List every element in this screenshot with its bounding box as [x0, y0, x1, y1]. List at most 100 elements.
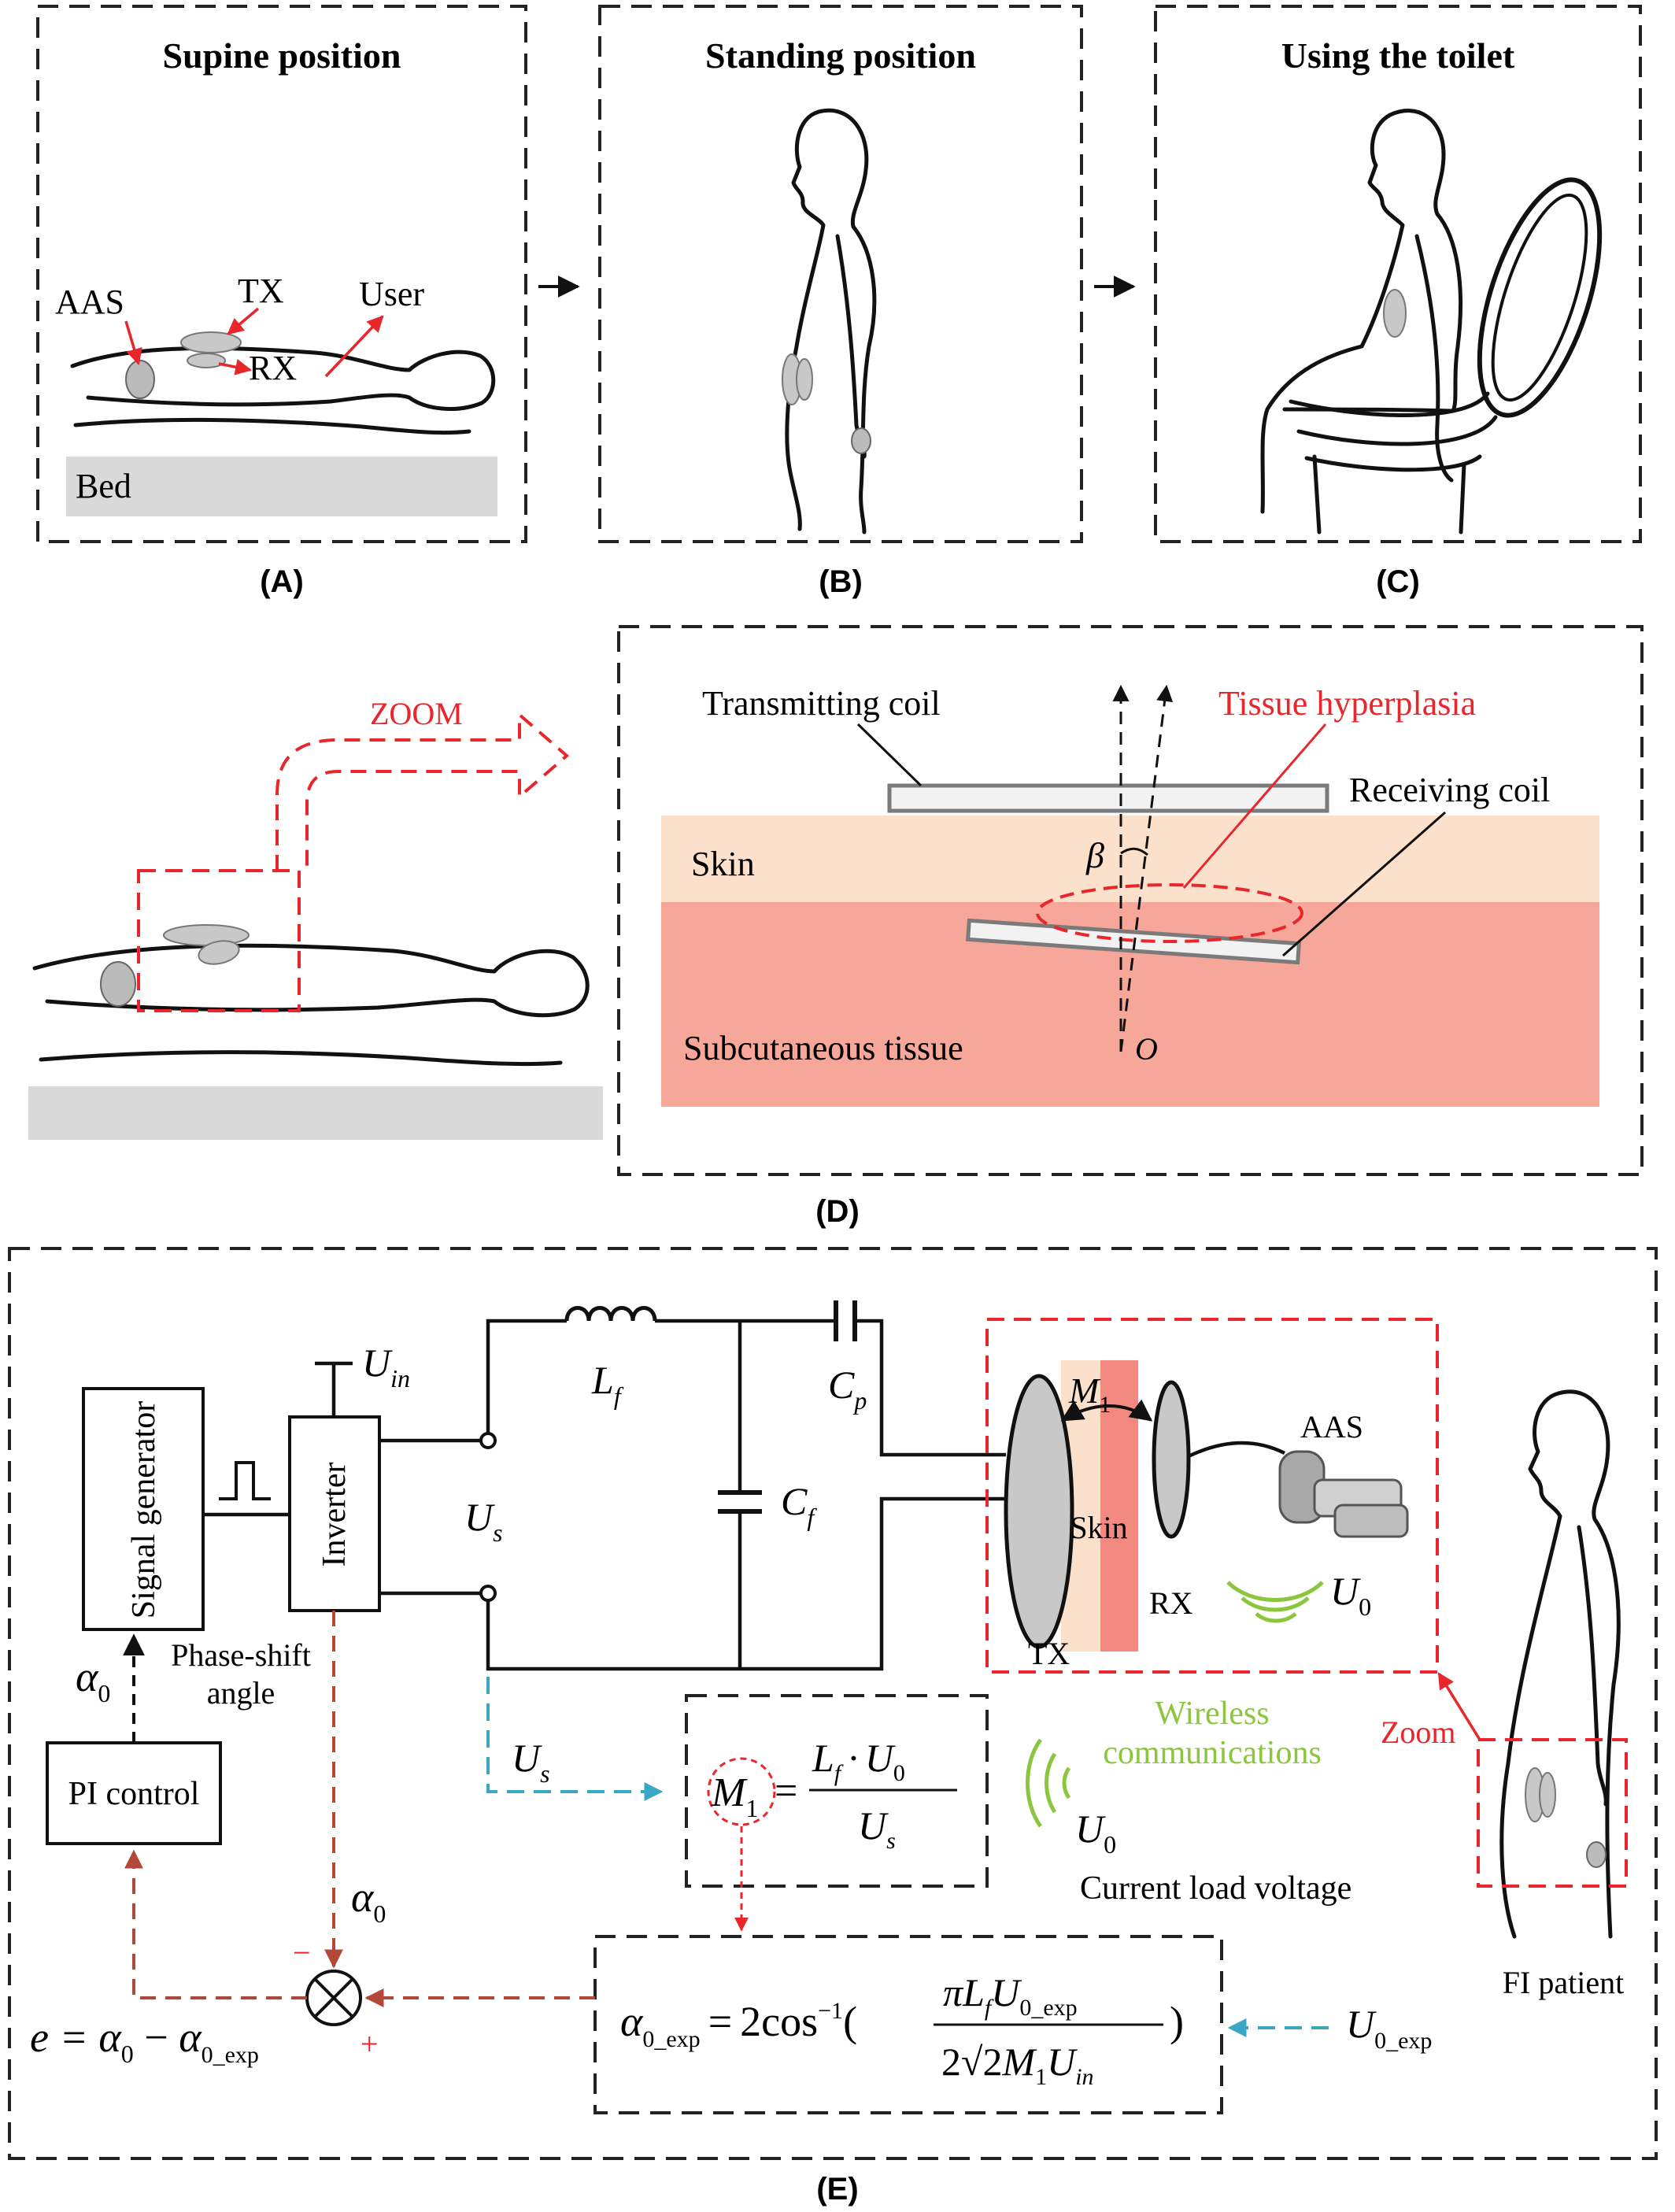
- mutual-inductance-arc: [1060, 1399, 1153, 1422]
- err-a0: α: [98, 2014, 122, 2061]
- m1-lhs-sub: 1: [745, 1794, 758, 1822]
- label-transmitting-coil: Transmitting coil: [702, 684, 941, 723]
- label-cf: Cf: [781, 1479, 817, 1531]
- panel-e: Signal generator Inverter Uin Us Lf Cf C…: [8, 1247, 1658, 2160]
- caption-c: (C): [1376, 564, 1420, 599]
- a0s-sub: 0: [373, 1899, 386, 1928]
- label-us-feedback: Us: [512, 1736, 550, 1788]
- bed-a: [66, 457, 497, 516]
- wireless-waves-rx-icon: [1026, 1738, 1071, 1828]
- af-paren-open: (: [843, 1998, 857, 2045]
- label-m1-coupling: M1: [1068, 1370, 1111, 1418]
- label-error-eq: e = α0 − α0_exp: [30, 2014, 259, 2068]
- err-a0exp: α: [179, 2014, 202, 2061]
- m1-num-lsub: f: [834, 1760, 844, 1786]
- cp-sub: p: [852, 1386, 867, 1415]
- leader-transmitting-coil: [856, 723, 923, 787]
- standing-arm: [835, 234, 867, 459]
- supine-body-d-bottom: [39, 1050, 563, 1067]
- u0exp-sub: 0_exp: [1374, 2028, 1432, 2054]
- toilet-lid: [1477, 177, 1603, 418]
- label-cp: Cp: [828, 1363, 867, 1415]
- us-main: U: [464, 1495, 495, 1539]
- m1-main: M: [1068, 1370, 1101, 1411]
- af-alpha-sub: 0_exp: [642, 2026, 700, 2052]
- label-minus-sign: −: [293, 1935, 311, 1970]
- lf-sub: f: [614, 1382, 624, 1410]
- patient-zoom-box: [1477, 1738, 1628, 1888]
- supine-body-top: [70, 346, 496, 411]
- label-u0-aas: U0: [1330, 1569, 1371, 1621]
- label-phase-shift: Phase-shift: [171, 1637, 311, 1673]
- u0-current-sub: 0: [1104, 1830, 1116, 1859]
- m1-formula-box: [685, 1694, 989, 1888]
- label-lf: Lf: [591, 1358, 624, 1410]
- caption-e: (E): [816, 2172, 858, 2206]
- label-zoom-d: ZOOM: [370, 696, 463, 731]
- cf-main: C: [781, 1479, 808, 1523]
- af-2cos: 2cos: [740, 1998, 818, 2045]
- m1-sub: 1: [1099, 1392, 1111, 1418]
- label-skin-d: Skin: [691, 845, 755, 883]
- m1-formula-eq: =: [775, 1769, 797, 1814]
- label-pi-control: PI control: [68, 1776, 200, 1812]
- label-aas-a: AAS: [55, 283, 124, 321]
- label-fi-patient: FI patient: [1503, 1965, 1624, 2000]
- panel-b-title: Standing position: [705, 35, 976, 76]
- block-signal-generator: [82, 1387, 205, 1631]
- wire-rx-aas: [1188, 1441, 1286, 1459]
- panel-a-frame: [36, 5, 527, 543]
- cp-main: C: [828, 1363, 855, 1407]
- alpha-formula-box: [593, 1935, 1223, 2114]
- m1-num-usub: 0: [893, 1760, 905, 1786]
- standing-body-front: [785, 109, 826, 531]
- arrow-aas: [124, 320, 142, 366]
- aas-device-e: [1278, 1450, 1409, 1538]
- panel-b: Standing position: [598, 5, 1083, 543]
- m1-den-sub: s: [886, 1828, 896, 1854]
- af-inv: −1: [818, 1998, 843, 2024]
- wireless-waves-icon: [1226, 1581, 1324, 1623]
- panel-d-frame: [617, 625, 1644, 1176]
- supine-body-d-top: [32, 943, 590, 1018]
- patient-arm: [1577, 1525, 1608, 1807]
- panel-c-frame: [1154, 5, 1642, 543]
- zoom-arrow-d: [275, 711, 570, 871]
- label-tx-e: TX: [1028, 1636, 1070, 1671]
- panel-b-frame: [598, 5, 1083, 543]
- afd-msub: 1: [1035, 2064, 1047, 2090]
- afn-u: U: [991, 1970, 1022, 2014]
- arrow-user: [324, 315, 384, 378]
- label-signal-generator: Signal generator: [126, 1401, 162, 1618]
- m1-num-u: U: [865, 1736, 896, 1780]
- arrow-rx: [218, 358, 253, 375]
- label-bed: Bed: [76, 467, 131, 505]
- seated-arm: [1414, 234, 1454, 483]
- label-inverter: Inverter: [316, 1463, 353, 1567]
- afn-pi: π: [943, 1970, 964, 2014]
- terminal-top: [479, 1432, 497, 1449]
- aas-device-d: [100, 961, 136, 1007]
- a0s-main: α: [351, 1874, 375, 1921]
- rx-coil-e: [1152, 1380, 1191, 1539]
- rx-coil-b: [796, 358, 813, 401]
- afd-m: M: [1001, 2040, 1037, 2084]
- aas-device-b: [851, 427, 871, 454]
- caption-a: (A): [260, 564, 304, 599]
- afn-l: L: [962, 1970, 985, 2014]
- label-plus-sign: +: [361, 2026, 379, 2062]
- beta-angle-arc: [1120, 847, 1148, 856]
- a0g-sub: 0: [98, 1679, 110, 1707]
- m1-formula-denominator: Us: [858, 1803, 896, 1854]
- afn-usub: 0_exp: [1019, 1995, 1077, 2021]
- err-a0-sub: 0: [121, 2040, 134, 2068]
- uin-main: U: [362, 1341, 393, 1385]
- coupling-zoom-box: [985, 1318, 1439, 1674]
- sum-to-pi-arrow: [124, 1849, 307, 1999]
- lf-main: L: [591, 1358, 614, 1402]
- label-uin: Uin: [362, 1341, 410, 1393]
- af-alpha: α: [620, 1998, 644, 2045]
- toilet-lid-inner: [1491, 193, 1588, 402]
- label-zoom-e: Zoom: [1381, 1714, 1456, 1750]
